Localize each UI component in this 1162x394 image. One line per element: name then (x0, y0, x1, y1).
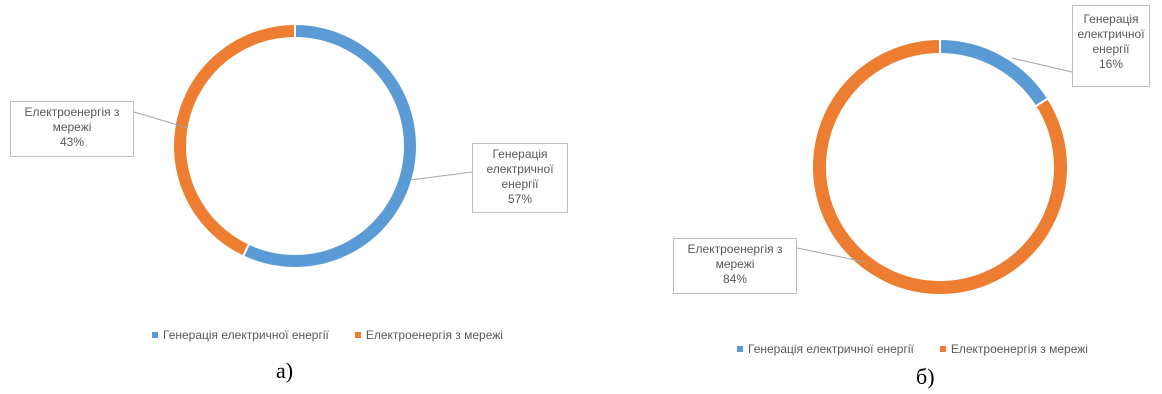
donut-slice-generation (241, 22, 418, 269)
chart-b: Генерація електричної енергії 16% Електр… (580, 0, 1162, 394)
chart-caption-a: а) (276, 358, 294, 383)
data-label-grid-a: Електроенергія з мережі 43% (10, 101, 134, 157)
data-label-generation-a: Генерація електричної енергії 57% (472, 143, 568, 213)
donut-slice-generation (939, 37, 1050, 108)
legend-item-grid: Електроенергія з мережі (939, 342, 1088, 356)
leader-line (133, 111, 189, 129)
data-label-value: 57% (507, 192, 533, 206)
legend-item-generation: Генерація електричної енергії (737, 342, 914, 356)
data-label-line: Електроенергія з (24, 105, 120, 119)
donut-slice-grid (172, 22, 296, 258)
data-label-value: 43% (59, 135, 85, 149)
donut-chart-b (796, 37, 1073, 296)
legend-item-generation: Генерація електричної енергії (152, 328, 329, 342)
donut-slice-grid (811, 37, 1069, 296)
data-label-value: 84% (722, 272, 748, 286)
legend-swatch-grid (354, 332, 361, 338)
leader-line (1011, 57, 1073, 73)
chart-a: Генерація електричної енергії 57% Електр… (0, 0, 580, 394)
data-label-line: енергії (501, 177, 539, 191)
legend-label: Електроенергія з мережі (365, 328, 503, 342)
data-label-line: електричної (1077, 27, 1145, 41)
leader-line (796, 247, 866, 263)
legend-b: Генерація електричної енергії Електроене… (737, 342, 1114, 356)
data-label-line: Генерація (1083, 12, 1139, 26)
data-label-line: Генерація (492, 147, 548, 161)
data-label-value: 16% (1098, 57, 1124, 71)
leader-line (409, 171, 473, 181)
data-label-line: мережі (715, 257, 755, 271)
donut-chart-a (133, 22, 473, 269)
data-label-line: мережі (52, 120, 92, 134)
data-label-line: електричної (486, 162, 554, 176)
legend-label: Електроенергія з мережі (950, 342, 1088, 356)
data-label-generation-b: Генерація електричної енергії 16% (1072, 5, 1150, 87)
legend-label: Генерація електричної енергії (163, 328, 329, 342)
legend-swatch-generation (737, 346, 743, 352)
legend-label: Генерація електричної енергії (748, 342, 914, 356)
data-label-line: Електроенергія з (687, 242, 783, 256)
legend-a: Генерація електричної енергії Електроене… (152, 328, 529, 342)
chart-caption-b: б) (916, 364, 935, 389)
legend-swatch-generation (152, 332, 158, 338)
data-label-line: енергії (1092, 42, 1130, 56)
legend-item-grid: Електроенергія з мережі (354, 328, 503, 342)
data-label-grid-b: Електроенергія з мережі 84% (673, 238, 797, 294)
legend-swatch-grid (939, 346, 946, 352)
